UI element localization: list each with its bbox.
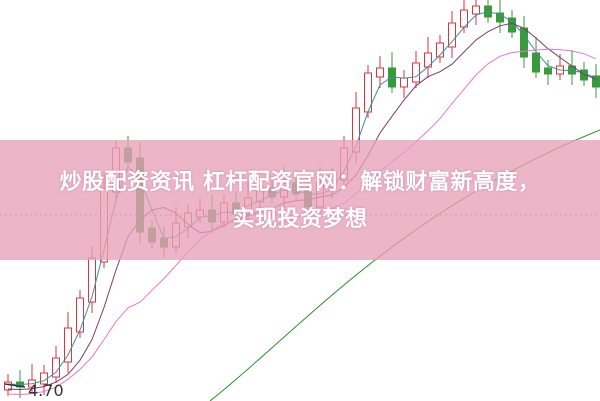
candle-body xyxy=(436,42,444,58)
candle-body xyxy=(4,381,12,391)
candle-body xyxy=(412,62,420,83)
headline-line-1: 炒股配资资讯 杠杆配资官网：解锁财富新高度， xyxy=(59,170,541,195)
low-price-label: 4.70 xyxy=(28,381,64,400)
title-banner xyxy=(0,140,600,260)
candle-body xyxy=(544,67,552,75)
candle-body xyxy=(532,52,540,73)
candle-body xyxy=(568,65,576,75)
candle-body xyxy=(400,77,408,88)
headline: 炒股配资资讯 杠杆配资官网：解锁财富新高度， 实现投资梦想 xyxy=(0,164,600,238)
candle-body xyxy=(496,12,504,23)
candle-body xyxy=(76,297,84,333)
candle-body xyxy=(376,67,384,78)
candle-body xyxy=(64,327,72,363)
candle-body xyxy=(472,5,480,15)
low-marker-arrow xyxy=(4,383,26,388)
headline-line-2: 实现投资梦想 xyxy=(232,207,368,232)
candle-body xyxy=(448,22,456,48)
candle-body xyxy=(580,69,588,81)
